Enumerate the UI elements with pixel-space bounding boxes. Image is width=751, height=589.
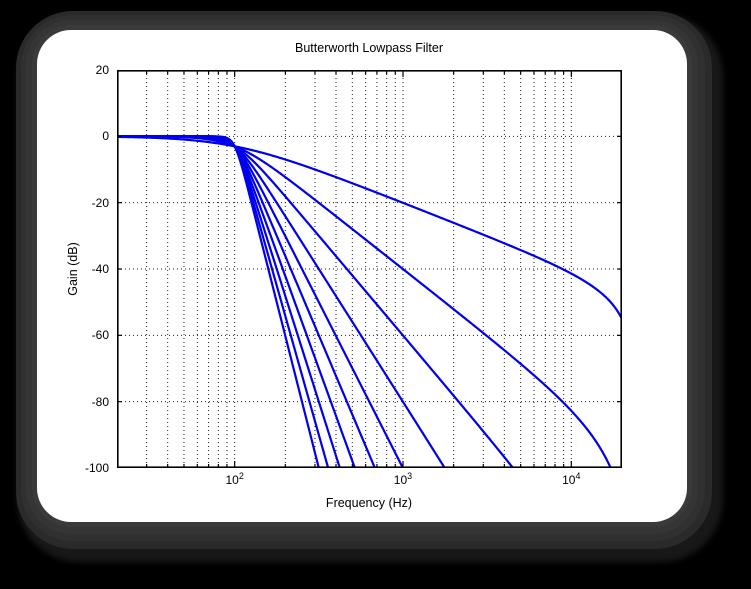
butterworth-curve-order-1 <box>117 135 622 321</box>
x-tick-exponent: 2 <box>238 471 244 481</box>
grid-lines <box>117 70 622 468</box>
x-tick-base: 10 <box>562 473 576 487</box>
y-tick-label: -100 <box>84 461 109 475</box>
plot-canvas <box>117 70 622 468</box>
x-tick-exponent: 3 <box>407 471 413 481</box>
matlab-figure-window: Butterworth Lowpass Filter Gain (dB) Fre… <box>37 30 687 522</box>
filter-response-curves <box>117 135 622 468</box>
butterworth-curve-order-5 <box>117 135 405 468</box>
y-tick-label: -40 <box>91 262 109 276</box>
y-tick-label: -80 <box>91 394 109 409</box>
butterworth-curve-order-2 <box>117 135 612 468</box>
x-tick-label: 102 <box>225 471 244 488</box>
x-tick-label: 103 <box>393 471 413 488</box>
x-axis-label: Frequency (Hz) <box>325 496 413 510</box>
butterworth-curve-order-3 <box>117 135 515 468</box>
plot-title: Butterworth Lowpass Filter <box>295 41 443 55</box>
y-tick-label: 0 <box>102 129 109 144</box>
butterworth-curve-order-7 <box>117 135 357 468</box>
y-tick-label: -60 <box>91 328 109 343</box>
plot-area <box>117 70 622 468</box>
x-tick-base: 10 <box>393 473 408 487</box>
y-tick-label: -20 <box>91 195 109 210</box>
x-tick-base: 10 <box>225 473 239 487</box>
butterworth-curve-order-6 <box>117 135 377 468</box>
butterworth-curve-order-10 <box>117 135 320 468</box>
axis-box <box>117 70 622 468</box>
axis-frame-and-ticks <box>117 70 622 468</box>
y-tick-label: 20 <box>95 63 109 77</box>
x-tick-exponent: 4 <box>575 471 581 481</box>
x-tick-label: 104 <box>562 471 581 488</box>
